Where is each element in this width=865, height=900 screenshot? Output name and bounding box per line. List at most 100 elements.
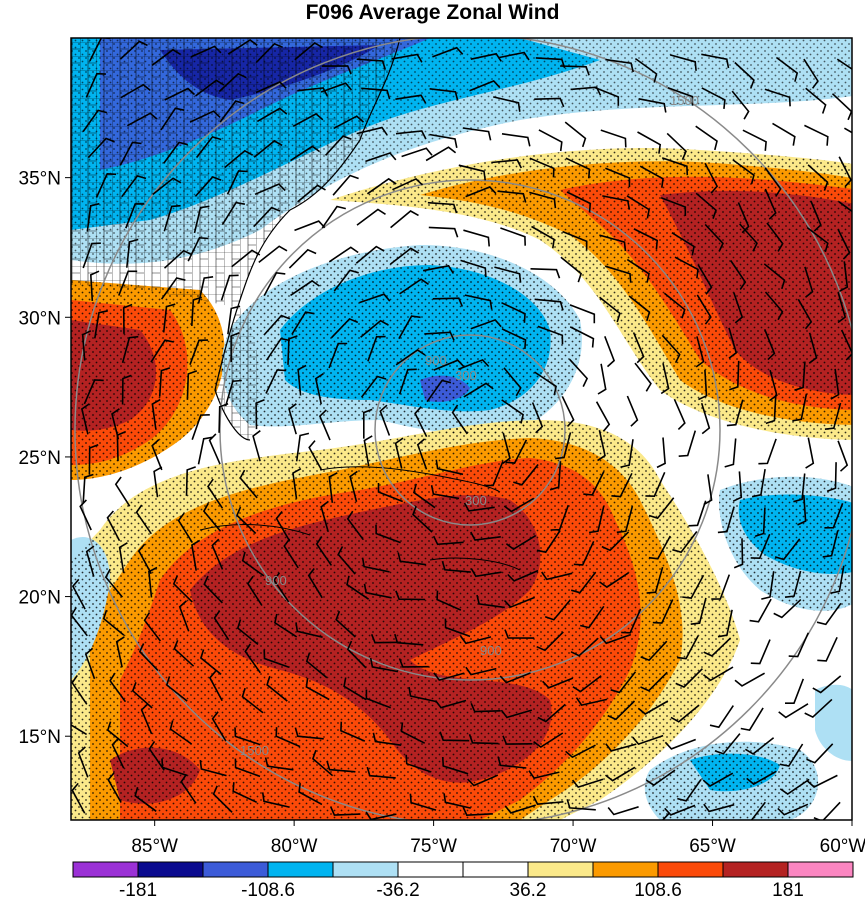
wind-barb: [121, 335, 139, 364]
wind-barb: [432, 46, 464, 58]
wind-barb: [701, 87, 726, 109]
wind-barb: [283, 538, 299, 569]
wind-barb: [226, 170, 248, 195]
wind-barb: [538, 129, 563, 152]
wind-barb: [126, 112, 158, 127]
wind-barb: [395, 590, 426, 601]
wind-barb: [82, 242, 101, 269]
wind-barb: [118, 542, 128, 574]
wind-barb: [82, 109, 108, 133]
wind-barb: [119, 40, 148, 60]
wind-barb: [503, 596, 535, 609]
wind-barb: [307, 568, 323, 599]
longitude-axis: 85°W 80°W 75°W 70°W 65°W 60°W: [131, 820, 865, 857]
wind-barb: [714, 733, 741, 755]
wind-barb: [106, 721, 129, 748]
wind-barb: [84, 647, 96, 680]
wind-barb: [595, 401, 611, 432]
wind-barb: [793, 473, 806, 503]
wind-barb: [273, 572, 290, 603]
wind-barb: [470, 52, 502, 62]
wind-barb: [191, 414, 210, 440]
wind-barb: [537, 325, 564, 345]
wind-barb: [320, 500, 329, 533]
wind-barb: [661, 812, 671, 820]
wind-barb: [261, 792, 290, 808]
wind-barb: [458, 358, 490, 370]
wind-barb: [288, 403, 297, 435]
wind-barb: [255, 81, 287, 94]
wind-barb: [365, 152, 397, 163]
wind-barb: [451, 404, 468, 435]
wind-barb: [398, 368, 417, 395]
wind-barb: [541, 571, 573, 581]
wind-barb: [837, 228, 851, 260]
wind-barb: [797, 495, 807, 526]
wind-barb: [89, 270, 100, 301]
wind-barb: [137, 543, 152, 575]
wind-barb: [227, 39, 258, 55]
wind-barb: [292, 468, 302, 499]
wind-barb: [695, 125, 718, 151]
wind-barb: [529, 191, 557, 209]
wind-barb: [501, 301, 526, 323]
wind-barb: [328, 342, 348, 369]
wind-barb: [626, 395, 639, 427]
wind-barb: [202, 502, 222, 532]
wind-barb: [433, 359, 465, 371]
wind-barb: [191, 296, 203, 326]
wind-barb: [549, 461, 562, 491]
range-rings: [74, 38, 852, 820]
wind-barb: [255, 398, 265, 430]
wind-barb: [532, 795, 564, 806]
wind-barb: [503, 367, 522, 397]
wind-barb: [626, 195, 650, 219]
wind-barb: [677, 779, 702, 802]
wind-barb: [555, 432, 572, 460]
wind-barb: [764, 88, 791, 107]
wind-barb: [766, 222, 784, 252]
wind-barb: [751, 468, 766, 498]
wind-barb: [436, 590, 462, 611]
wind-barb: [564, 121, 587, 148]
wind-barb: [838, 201, 852, 213]
wind-barb: [470, 702, 501, 713]
wind-barb: [114, 476, 131, 507]
lat-tick-label: 30°N: [19, 308, 61, 329]
wind-barb: [536, 631, 564, 652]
wind-barb: [241, 687, 264, 714]
wind-barb: [356, 126, 388, 136]
lat-tick-label: 25°N: [19, 448, 61, 469]
wind-barb: [502, 735, 533, 745]
wind-barb: [571, 778, 604, 789]
wind-barb: [120, 83, 151, 99]
wind-barb: [412, 505, 433, 533]
wind-barb: [82, 473, 94, 504]
wind-barb: [320, 82, 353, 93]
wind-barb: [158, 367, 171, 397]
wind-barb: [401, 147, 433, 158]
wind-barb: [462, 806, 493, 817]
wind-barb: [504, 804, 536, 814]
wind-barb: [470, 318, 502, 330]
wind-barb: [207, 478, 224, 509]
wind-barb: [311, 749, 334, 777]
latitude-axis: 35°N 30°N 25°N 20°N 15°N: [19, 169, 71, 748]
wind-barb: [777, 803, 809, 816]
wind-barb: [773, 599, 802, 619]
wind-barb: [534, 371, 557, 396]
wind-barb: [813, 801, 841, 820]
wind-barb: [297, 184, 326, 203]
wind-barb: [408, 686, 437, 703]
wind-barb: [308, 440, 323, 471]
wind-barb: [134, 786, 157, 812]
wind-barb: [266, 676, 288, 702]
wind-barb: [688, 500, 707, 527]
wind-barb: [379, 404, 391, 436]
wind-barb: [148, 740, 165, 771]
wind-barb: [637, 131, 662, 154]
wind-barb: [467, 774, 499, 787]
wind-barb: [115, 636, 125, 668]
wind-barb: [151, 398, 161, 430]
